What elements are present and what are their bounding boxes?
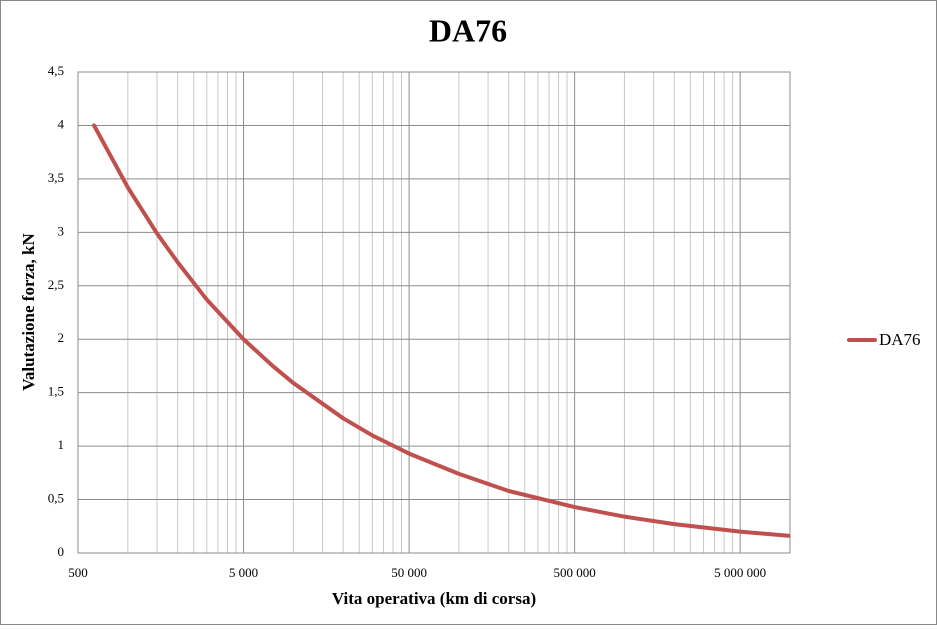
x-tick-label: 5 000 [229,565,258,580]
x-tick-label: 500 000 [554,565,596,580]
x-tick-label: 50 000 [391,565,427,580]
x-tick-label: 5 000 000 [714,565,766,580]
data-line [92,123,790,538]
y-tick-label: 1,5 [48,384,64,399]
y-tick-label: 4 [58,116,65,131]
y-tick-label: 1 [58,437,65,452]
y-tick-label: 2,5 [48,277,64,292]
y-tick-label: 4,5 [48,63,64,78]
y-axis-label: Valutazione forza, kN [19,233,38,391]
y-tick-label: 3 [58,223,65,238]
x-tick-label: 500 [68,565,88,580]
y-tick-label: 2 [58,330,65,345]
y-tick-label: 0,5 [48,491,64,506]
x-axis-label: Vita operativa (km di corsa) [332,589,536,608]
legend-label: DA76 [879,330,921,349]
y-tick-label: 3,5 [48,170,64,185]
y-tick-label: 0 [58,544,65,559]
chart-title: DA76 [429,12,507,48]
plot-area [77,71,791,554]
